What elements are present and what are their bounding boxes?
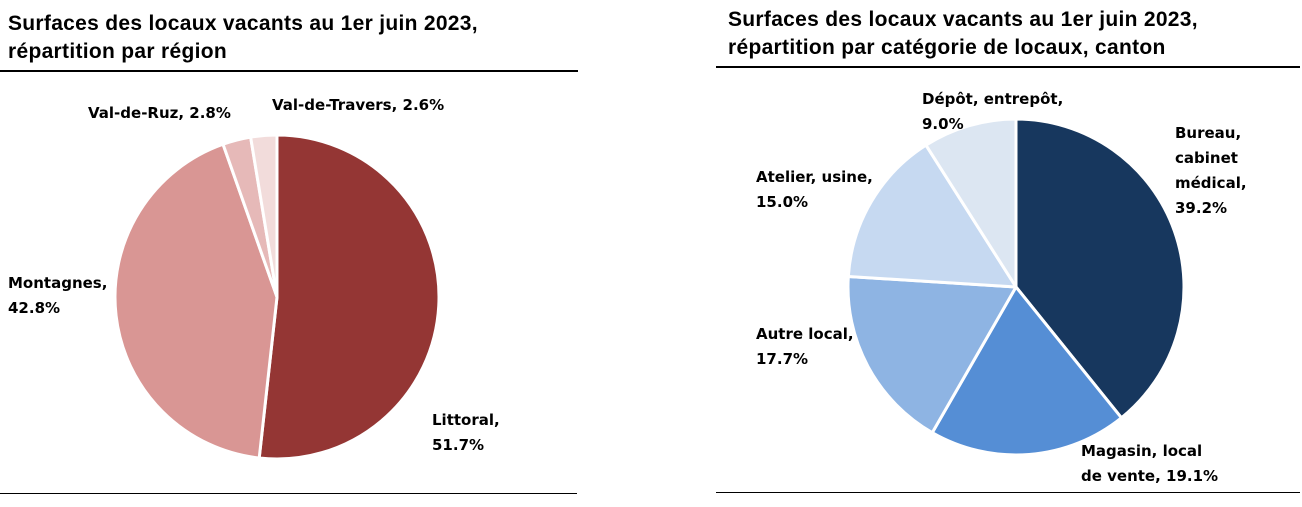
pie-chart-category: Bureau, cabinet médical, 39.2% Magasin, loca…	[756, 90, 1247, 485]
data-label-line: Val-de-Travers, 2.6%	[272, 96, 444, 114]
chart-title-region: Surfaces des locaux vacants au 1er juin …	[8, 10, 478, 66]
pie-slice-magasin-local-de-vente	[930, 285, 1123, 457]
data-label-bureau-cabinet-medical: Bureau, cabinet médical, 39.2%	[1175, 124, 1247, 217]
data-label-val-de-travers: Val-de-Travers, 2.6%	[272, 96, 444, 114]
pie-slice-val-de-travers	[249, 133, 279, 299]
data-label-line: de vente, 19.1%	[1081, 467, 1218, 485]
data-label-line: cabinet	[1175, 149, 1238, 167]
bottom-rule	[0, 493, 577, 494]
data-label-line: Littoral,	[432, 411, 500, 429]
data-label-line: Dépôt, entrepôt,	[922, 90, 1063, 108]
data-label-line: Bureau,	[1175, 124, 1241, 142]
data-label-line: 39.2%	[1175, 199, 1227, 217]
pie-slice-bureau-cabinet-medical	[1014, 117, 1186, 420]
data-label-line: Montagnes,	[8, 274, 107, 292]
pie-slice-littoral	[257, 133, 441, 461]
chart-title-line: répartition par catégorie de locaux, can…	[728, 36, 1166, 59]
pie-slice-depot-entrepot	[924, 117, 1018, 289]
pie-slice-montagnes	[113, 142, 279, 460]
bottom-rule	[716, 492, 1300, 493]
title-rule	[0, 70, 578, 72]
data-label-autre-local: Autre local, 17.7%	[756, 325, 854, 368]
pie-chart-region: Littoral, 51.7% Montagnes, 42.8% Val-de-Ruz,…	[8, 96, 500, 461]
data-label-line: Autre local,	[756, 325, 854, 343]
chart-title-category: Surfaces des locaux vacants au 1er juin …	[728, 6, 1198, 62]
pie-slice-atelier-usine	[846, 143, 1018, 289]
pie-slice-autre-local	[846, 274, 1018, 435]
data-label-line: médical,	[1175, 174, 1247, 192]
data-label-line: Val-de-Ruz, 2.8%	[88, 104, 231, 122]
title-rule	[716, 66, 1300, 68]
chart-title-line: Surfaces des locaux vacants au 1er juin …	[8, 12, 478, 35]
data-label-line: 9.0%	[922, 115, 964, 133]
data-label-line: 17.7%	[756, 350, 808, 368]
data-label-val-de-ruz: Val-de-Ruz, 2.8%	[88, 104, 231, 122]
data-label-littoral: Littoral, 51.7%	[432, 411, 500, 454]
data-label-line: 51.7%	[432, 436, 484, 454]
data-label-line: 15.0%	[756, 193, 808, 211]
data-label-montagnes: Montagnes, 42.8%	[8, 274, 107, 317]
chart-title-line: répartition par région	[8, 40, 227, 63]
data-label-line: 42.8%	[8, 299, 60, 317]
data-label-line: Atelier, usine,	[756, 168, 873, 186]
data-label-atelier-usine: Atelier, usine, 15.0%	[756, 168, 873, 211]
chart-title-line: Surfaces des locaux vacants au 1er juin …	[728, 8, 1198, 31]
data-label-magasin-local-de-vente: Magasin, local de vente, 19.1%	[1081, 442, 1218, 485]
chart-panel-category: Surfaces des locaux vacants au 1er juin …	[716, 0, 1302, 507]
data-label-depot-entrepot: Dépôt, entrepôt, 9.0%	[922, 90, 1063, 133]
chart-panel-region: Surfaces des locaux vacants au 1er juin …	[0, 0, 580, 507]
data-label-line: Magasin, local	[1081, 442, 1202, 460]
